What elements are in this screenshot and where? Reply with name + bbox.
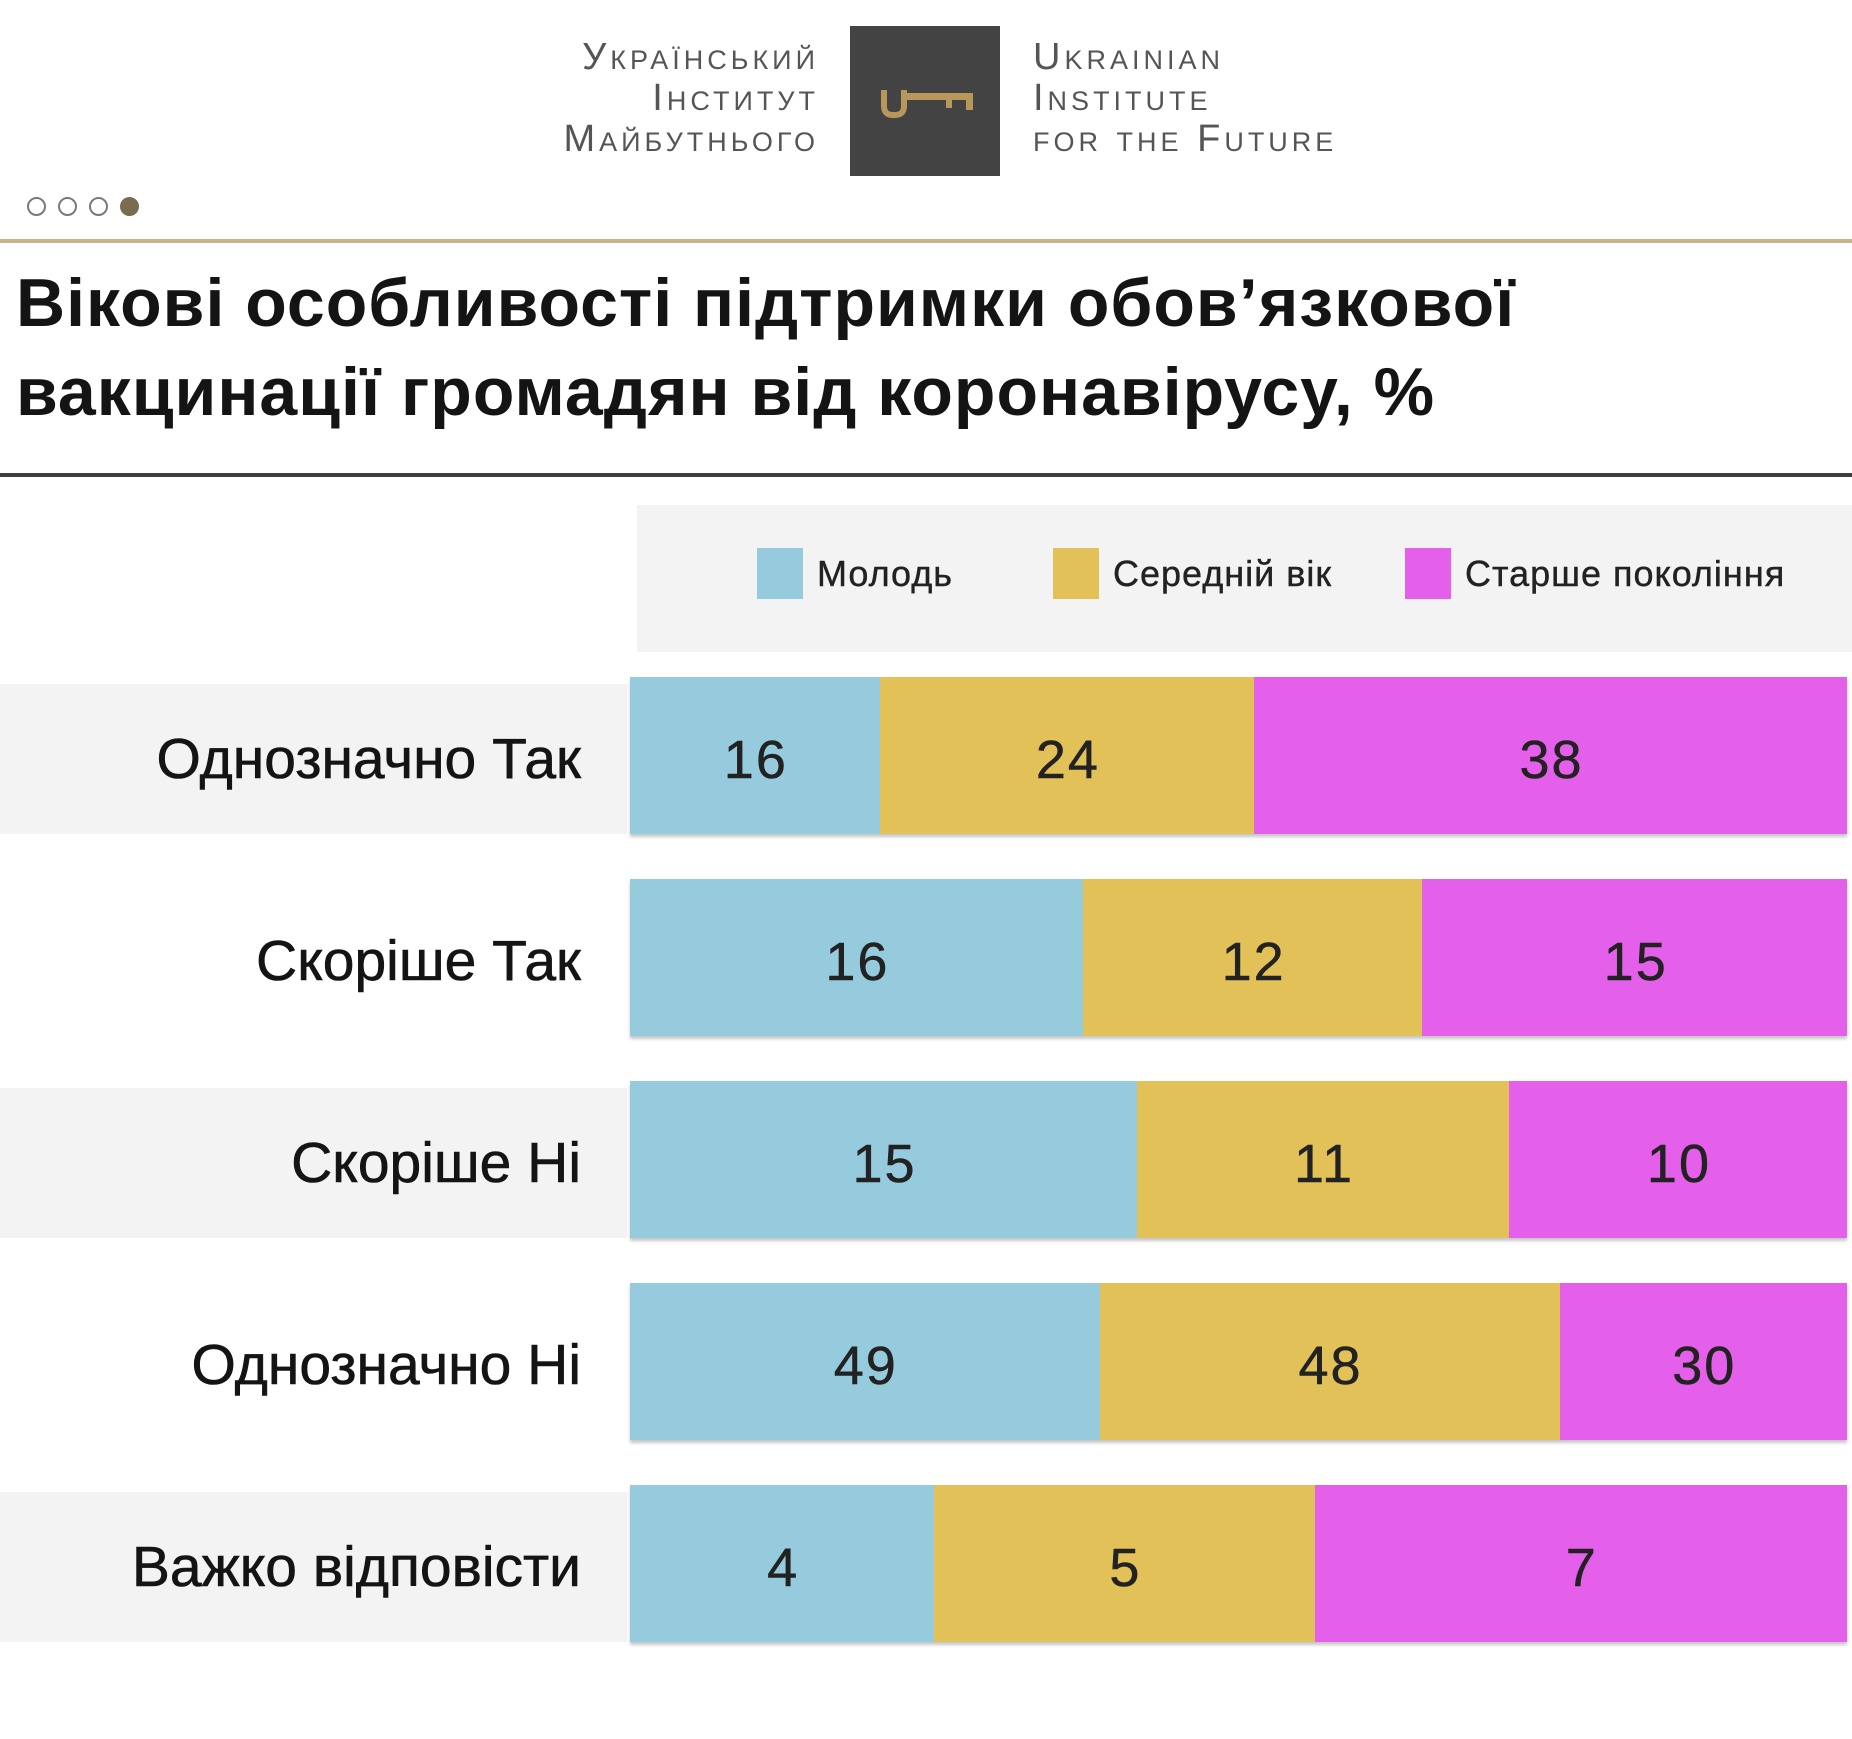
logo-uk-line-3: Майбутнього (563, 118, 819, 160)
legend-item-middle-age: Середній вік (1053, 548, 1332, 599)
legend-swatch-older-generation (1405, 548, 1451, 599)
bar-segment-youth-rather-no: 15 (630, 1081, 1138, 1238)
bar-value-label-middle-age-rather-no: 11 (1293, 1133, 1355, 1194)
pager-dot-active[interactable] (120, 197, 139, 216)
key-icon-shaft (904, 93, 973, 100)
chart-legend: Молодь Середній вік Старше покоління (637, 505, 1852, 652)
bar-value-label-older-generation-definitely-yes: 38 (1519, 729, 1584, 790)
bar-segment-middle-age-hard-to-say: 5 (934, 1485, 1315, 1642)
category-label-definitely-yes: Однозначно Так (156, 727, 581, 792)
stacked-bar-hard-to-say: 4 5 7 (630, 1485, 1847, 1642)
bar-value-label-youth-hard-to-say: 4 (767, 1537, 800, 1598)
bar-segment-older-generation-definitely-yes: 38 (1254, 677, 1847, 834)
accent-divider (0, 239, 1852, 243)
category-label-rather-yes: Скоріше Так (256, 929, 582, 994)
bar-value-label-older-generation-hard-to-say: 7 (1565, 1537, 1598, 1598)
title-divider (0, 473, 1852, 477)
page-title-line-1: Вікові особливості підтримки обов’язково… (16, 265, 1516, 341)
bar-value-label-youth-rather-yes: 16 (825, 931, 890, 992)
bar-segment-older-generation-definitely-no: 30 (1559, 1283, 1847, 1440)
key-icon-tooth-1 (946, 100, 952, 108)
key-icon-bow (881, 90, 907, 118)
bar-segment-middle-age-definitely-no: 48 (1099, 1283, 1560, 1440)
pager-dot[interactable] (89, 197, 108, 216)
bar-value-label-middle-age-hard-to-say: 5 (1109, 1537, 1142, 1598)
logo-en-line-1: Ukrainian (1033, 36, 1224, 78)
row-background-definitely-yes (0, 684, 627, 834)
bar-segment-older-generation-rather-no: 10 (1508, 1081, 1847, 1238)
stacked-bar-rather-no: 15 11 10 (630, 1081, 1847, 1238)
pager-dot[interactable] (27, 197, 46, 216)
stacked-bar-definitely-no: 49 48 30 (630, 1283, 1847, 1440)
legend-swatch-middle-age (1053, 548, 1099, 599)
slide-pager (27, 197, 139, 216)
bar-segment-youth-hard-to-say: 4 (630, 1485, 935, 1642)
bar-segment-middle-age-rather-no: 11 (1137, 1081, 1509, 1238)
bar-value-label-middle-age-definitely-yes: 24 (1035, 729, 1100, 790)
logo-en-line-3: for the Future (1033, 118, 1338, 160)
bar-segment-youth-definitely-yes: 16 (630, 677, 880, 834)
bar-segment-youth-rather-yes: 16 (630, 879, 1083, 1036)
bar-segment-older-generation-rather-yes: 15 (1422, 879, 1847, 1036)
bar-segment-older-generation-hard-to-say: 7 (1314, 1485, 1847, 1642)
logo-uk-line-2: Інститут (652, 77, 819, 119)
bar-value-label-older-generation-rather-no: 10 (1646, 1133, 1711, 1194)
logo-en-line-2: Institute (1033, 77, 1212, 119)
legend-label-youth: Молодь (817, 552, 954, 594)
pager-dot[interactable] (58, 197, 77, 216)
logo-emblem (850, 26, 1000, 176)
category-label-definitely-no: Однозначно Ні (191, 1333, 581, 1398)
bar-value-label-youth-definitely-yes: 16 (723, 729, 788, 790)
stacked-bar-definitely-yes: 16 24 38 (630, 677, 1847, 834)
page-title-line-2: вакцинації громадян від коронавірусу, % (16, 354, 1436, 430)
bar-segment-middle-age-rather-yes: 12 (1082, 879, 1423, 1036)
key-icon (881, 90, 973, 118)
key-icon-tooth-2 (966, 100, 973, 110)
legend-item-youth: Молодь (757, 548, 953, 599)
stacked-bar-rather-yes: 16 12 15 (630, 879, 1847, 1036)
legend-swatch-youth (757, 548, 803, 599)
bar-value-label-older-generation-definitely-no: 30 (1672, 1335, 1737, 1396)
logo-uk-line-1: Український (582, 36, 819, 78)
category-label-rather-no: Скоріше Ні (291, 1131, 582, 1196)
bar-value-label-older-generation-rather-yes: 15 (1603, 931, 1668, 992)
bar-segment-middle-age-definitely-yes: 24 (879, 677, 1255, 834)
page-title: Вікові особливості підтримки обов’язково… (16, 259, 1515, 437)
logo-text-ukrainian: Український Інститут Майбутнього (563, 37, 819, 160)
legend-label-older-generation: Старше покоління (1465, 552, 1786, 594)
bar-value-label-youth-rather-no: 15 (852, 1133, 917, 1194)
bar-value-label-youth-definitely-no: 49 (833, 1335, 898, 1396)
bar-value-label-middle-age-rather-yes: 12 (1221, 931, 1286, 992)
bar-segment-youth-definitely-no: 49 (630, 1283, 1100, 1440)
category-label-hard-to-say: Важко відповісти (131, 1535, 582, 1600)
legend-item-older-generation: Старше покоління (1405, 548, 1785, 599)
logo-text-english: Ukrainian Institute for the Future (1033, 37, 1337, 160)
bar-value-label-middle-age-definitely-no: 48 (1298, 1335, 1363, 1396)
row-background-rather-no (0, 1088, 627, 1238)
legend-label-middle-age: Середній вік (1113, 552, 1333, 594)
row-background-hard-to-say (0, 1492, 627, 1642)
